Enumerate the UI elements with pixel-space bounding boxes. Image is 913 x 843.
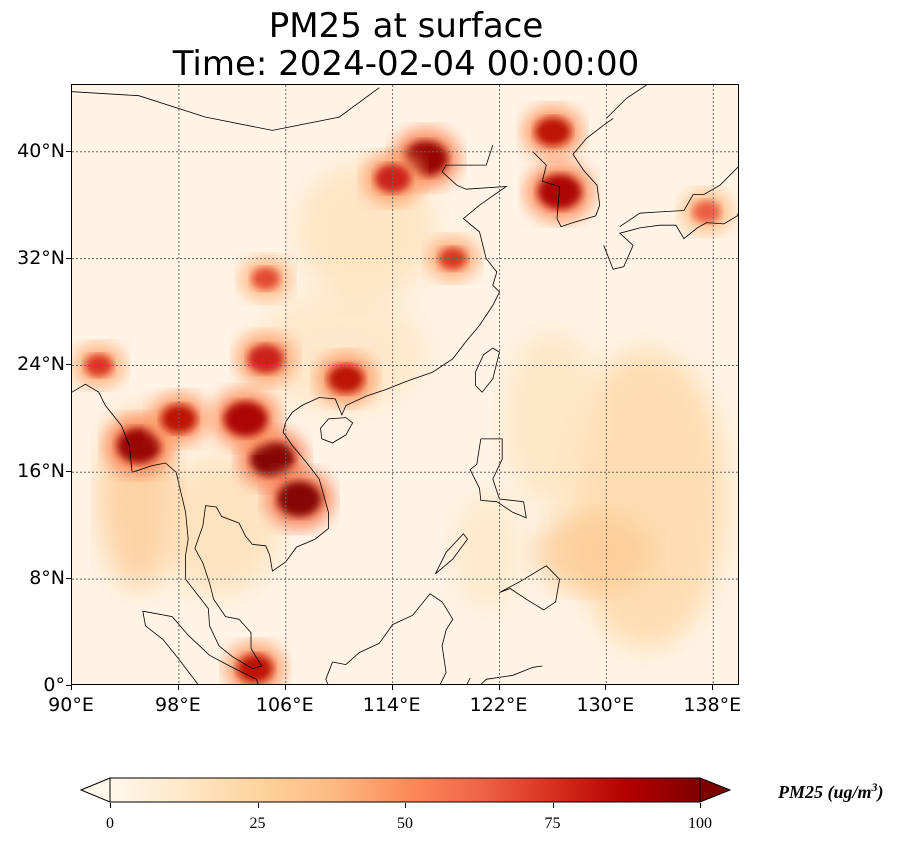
colorbar-min-extend — [80, 777, 111, 803]
pm25-hotspot — [251, 267, 280, 290]
colorbar-tick-mark — [552, 803, 554, 808]
pm25-hotspot — [84, 354, 113, 377]
pm25-hotspot — [237, 654, 274, 684]
colorbar-tick-mark — [700, 803, 701, 808]
lon-tick-mark — [712, 685, 714, 690]
colorbar-tick-label: 75 — [544, 815, 561, 832]
coastline-segment — [72, 144, 508, 670]
coastline-segment — [325, 661, 333, 684]
coastline-segment — [320, 417, 354, 444]
colorbar-tick-label: 100 — [688, 815, 712, 832]
map-panel[interactable] — [71, 84, 739, 685]
lat-tick-label: 32°N — [17, 246, 65, 269]
pm25-shading — [72, 105, 733, 684]
lon-tick-mark — [391, 685, 393, 690]
lat-tick-label: 0° — [43, 674, 65, 696]
coastline-segment — [480, 665, 543, 684]
coastline-segment — [332, 593, 454, 684]
colorbar-tick-mark — [257, 803, 259, 808]
lat-tick-mark — [66, 685, 71, 686]
lon-tick-label: 98°E — [155, 694, 201, 716]
pm25-hotspot — [692, 200, 721, 224]
lon-tick-mark — [498, 685, 500, 690]
pm25-hotspot — [277, 481, 322, 517]
colorbar-max-extend — [699, 777, 732, 803]
lat-tick-label: 8°N — [29, 567, 65, 590]
land-plume — [249, 292, 430, 413]
land-plume — [158, 455, 279, 596]
colorbar — [80, 777, 732, 803]
coastline-segment — [142, 610, 259, 684]
colorbar-tick-label: 0 — [106, 815, 114, 832]
coastline-segment — [469, 438, 527, 519]
lat-tick-label: 24°N — [17, 353, 65, 376]
coastline-segment — [72, 87, 380, 131]
lon-tick-label: 138°E — [683, 694, 742, 716]
lon-tick-label: 90°E — [48, 694, 94, 716]
ocean-plume — [502, 328, 603, 509]
colorbar-tick-label: 50 — [397, 815, 413, 832]
coastlines — [72, 85, 738, 684]
coastline-segment — [606, 85, 647, 119]
coastline-segment — [603, 212, 738, 270]
lon-tick-mark — [71, 685, 72, 690]
pm25-hotspot — [327, 364, 364, 394]
lat-tick-mark — [66, 578, 71, 580]
pm25-field — [72, 85, 738, 684]
pm25-hotspot — [534, 117, 571, 147]
lon-tick-mark — [284, 685, 286, 690]
lat-tick-mark — [66, 150, 71, 152]
lat-tick-mark — [66, 364, 71, 366]
lat-tick-label: 40°N — [17, 139, 65, 162]
lon-tick-label: 130°E — [576, 694, 635, 716]
coastline-segment — [435, 533, 468, 575]
ocean-plume — [533, 512, 654, 593]
lat-tick-mark — [66, 257, 71, 259]
lon-tick-label: 114°E — [362, 694, 421, 716]
colorbar-label: PM25 (ug/m3) — [778, 780, 884, 802]
coastline-segment — [499, 565, 561, 611]
colorbar-tick-mark — [110, 803, 111, 808]
coastline-segment — [142, 611, 199, 684]
map-time-subtitle: Time: 2024-02-04 00:00:00 — [172, 44, 640, 84]
coastline-segment — [466, 677, 471, 684]
coastline-segment — [475, 347, 500, 393]
pm25-hotspot — [250, 441, 295, 477]
lon-tick-mark — [605, 685, 607, 690]
lat-tick-mark — [66, 471, 71, 473]
colorbar-gradient — [109, 777, 701, 803]
pm25-hotspot — [223, 401, 268, 437]
lat-tick-label: 16°N — [17, 460, 65, 483]
pm25-hotspot — [247, 344, 284, 374]
pm25-hotspot — [537, 174, 582, 210]
gridlines — [72, 85, 738, 684]
map-title: PM25 at surface — [268, 6, 544, 46]
pm25-hotspot — [116, 428, 161, 464]
lon-tick-label: 122°E — [469, 694, 528, 716]
coastline-segment — [619, 166, 738, 227]
lon-tick-label: 106°E — [255, 694, 314, 716]
sea-plume — [451, 492, 522, 613]
lon-tick-mark — [177, 685, 179, 690]
coastline-segment — [532, 118, 614, 228]
colorbar-tick-label: 25 — [249, 815, 266, 832]
colorbar-tick-mark — [405, 803, 406, 808]
